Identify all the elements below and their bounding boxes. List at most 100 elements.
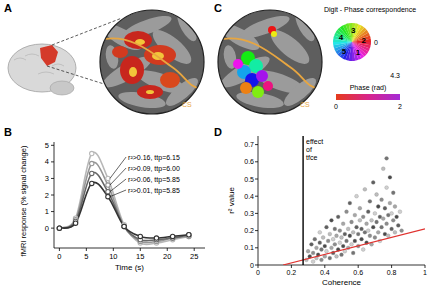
scatter-point	[325, 249, 329, 253]
y-tick	[255, 144, 258, 145]
y-tick-label: 2	[45, 191, 49, 200]
scatter-point	[355, 225, 359, 229]
scatter-point	[346, 227, 350, 231]
scatter-point	[333, 227, 337, 231]
data-point	[57, 226, 61, 230]
scatter-point	[318, 241, 322, 245]
y-tick	[51, 211, 54, 212]
y-tick-label: 0.3	[244, 210, 254, 217]
activation-patch	[40, 45, 58, 66]
scatter-point	[325, 225, 329, 229]
phase-wheel	[349, 42, 352, 61]
colorbar-tick: 0	[334, 103, 338, 110]
scatter-point	[400, 229, 404, 233]
scatter-point	[348, 234, 352, 238]
panel-label: A	[4, 2, 12, 14]
scatter-point	[368, 199, 372, 203]
label-leader	[110, 157, 126, 178]
scatter-point	[313, 237, 317, 241]
y-tick	[255, 196, 258, 197]
y-tick	[51, 178, 54, 179]
y-axis-title: r² value	[227, 187, 236, 214]
label-leader	[110, 168, 126, 185]
x-tick-label: 0.8	[387, 269, 397, 276]
scatter-point	[390, 227, 394, 231]
scatter-point	[385, 156, 389, 160]
y-tick-label: 0	[45, 224, 49, 233]
scatter-point	[375, 220, 379, 224]
scatter-point	[366, 210, 370, 214]
scatter-point	[340, 253, 344, 257]
scatter-point	[393, 230, 397, 234]
y-tick	[255, 213, 258, 214]
panel-label: D	[214, 126, 222, 138]
annotation: effectoftfce	[306, 138, 323, 161]
series-label: r²>0.01, ttp=5.85	[128, 187, 180, 195]
y-tick-label: 3	[45, 174, 49, 183]
data-point	[57, 226, 61, 230]
scatter-point	[330, 246, 334, 250]
colorbar-label: Phase (rad)	[350, 84, 387, 92]
scatter-point	[351, 230, 355, 234]
digit-label: 5	[342, 47, 347, 56]
zoom-outline	[100, 10, 204, 114]
scatter-point	[353, 239, 357, 243]
response-curve	[59, 152, 188, 244]
scatter-point	[395, 215, 399, 219]
central-sulcus	[218, 38, 322, 90]
x-tick	[194, 248, 195, 251]
data-point	[187, 233, 191, 237]
data-point	[187, 233, 191, 237]
annotation-line: of	[306, 146, 312, 153]
phase-wheel	[352, 23, 358, 42]
scatter-point	[366, 229, 370, 233]
panel-label: C	[214, 2, 222, 14]
scatter-point	[321, 236, 325, 240]
activation	[137, 85, 163, 99]
x-tick-label: 0	[256, 269, 260, 276]
zoom-line	[47, 66, 104, 84]
y-tick-label: 0.4	[244, 193, 254, 200]
scatter-point	[360, 227, 364, 231]
gyrus	[280, 74, 320, 110]
scatter-point	[343, 232, 347, 236]
scatter-point	[345, 239, 349, 243]
x-axis	[54, 248, 205, 249]
scatter-point	[328, 256, 332, 260]
y-tick	[51, 195, 54, 196]
chart-d: 00.20.40.60.8100.10.20.30.40.50.60.7Cohe…	[227, 136, 427, 287]
response-curve	[59, 162, 188, 242]
gyrus	[292, 10, 318, 44]
activation-peak	[146, 90, 154, 94]
legend-title: Digit - Phase correspondence	[324, 6, 416, 14]
data-point	[138, 234, 142, 238]
scatter-point	[345, 210, 349, 214]
y-tick	[51, 161, 54, 162]
regression-line	[283, 229, 425, 265]
scatter-point	[373, 212, 377, 216]
sulcus	[14, 58, 26, 60]
y-tick	[255, 247, 258, 248]
scatter-point	[381, 167, 385, 171]
phase-blob	[256, 70, 268, 82]
phase-wheel	[346, 42, 352, 61]
x-tick-label: 0	[57, 252, 61, 261]
scatter-point	[393, 205, 397, 209]
scatter-point	[385, 222, 389, 226]
scatter-point	[376, 205, 380, 209]
x-axis-title: Coherence	[322, 278, 362, 287]
x-tick	[425, 265, 426, 268]
x-tick	[258, 265, 259, 268]
x-tick	[140, 248, 141, 251]
scatter-point	[310, 242, 314, 246]
colorbar-tick: 2	[398, 103, 402, 110]
annotation-line: effect	[306, 138, 323, 145]
phase-zero: 0	[374, 39, 378, 46]
scatter-point	[398, 210, 402, 214]
scatter-point	[370, 218, 374, 222]
scatter-point	[328, 232, 332, 236]
data-point	[106, 176, 110, 180]
scatter-point	[376, 230, 380, 234]
y-tick	[255, 265, 258, 266]
y-tick	[51, 228, 54, 229]
